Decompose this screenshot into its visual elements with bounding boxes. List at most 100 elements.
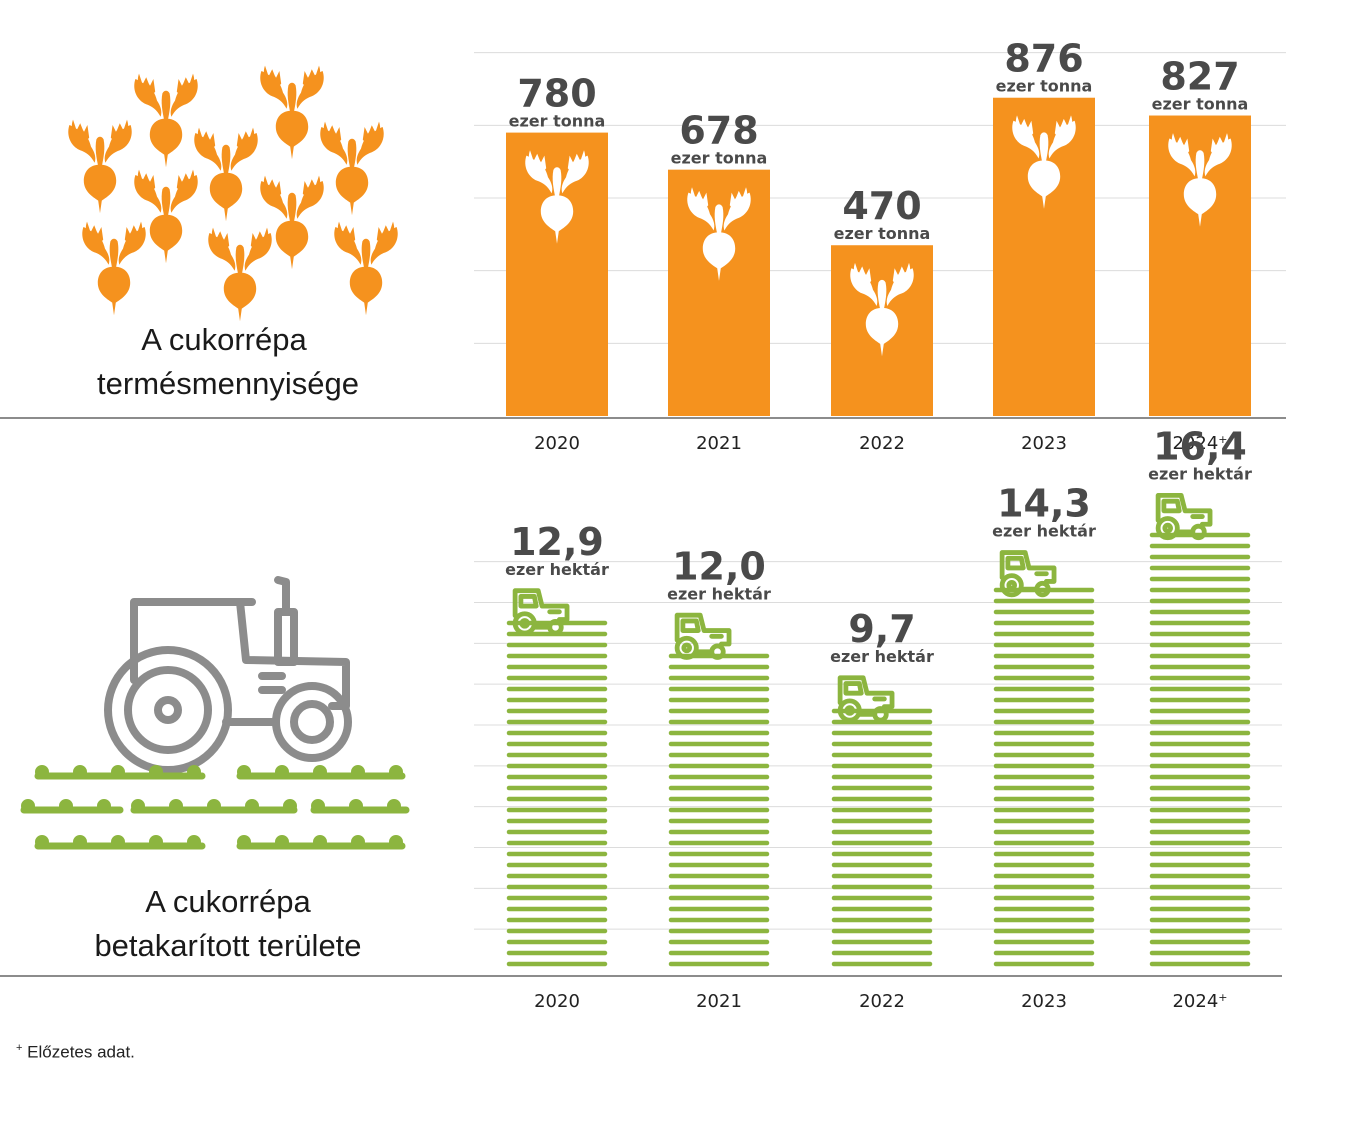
crop-sprout <box>97 799 111 813</box>
beet-icon <box>194 127 258 222</box>
crop-sprout <box>237 835 251 849</box>
crop-sprout <box>313 835 327 849</box>
crop-sprout <box>21 799 35 813</box>
crop-sprout <box>237 765 251 779</box>
value-label: 12,9 <box>510 520 604 564</box>
footnote: + Előzetes adat. <box>16 1042 135 1063</box>
value-unit-label: ezer hektár <box>830 647 934 666</box>
beet-cluster-icon <box>68 65 398 322</box>
x-tick-label: 2020 <box>534 433 580 454</box>
x-tick-label: 2023 <box>1021 433 1067 454</box>
beet-icon <box>334 221 398 316</box>
crop-rows-icon <box>20 765 410 850</box>
crop-sprout <box>131 799 145 813</box>
x-tick-label: 2022 <box>859 433 905 454</box>
x-tick-label: 2022 <box>859 991 905 1012</box>
crop-sprout <box>389 765 403 779</box>
crop-sprout <box>59 799 73 813</box>
beet-icon <box>208 227 272 322</box>
crop-sprout <box>349 799 363 813</box>
crop-sprout <box>311 799 325 813</box>
crop-sprout <box>207 799 221 813</box>
crop-sprout <box>351 835 365 849</box>
crop-sprout <box>187 835 201 849</box>
value-unit-label: ezer tonna <box>509 112 606 131</box>
tractor-icon <box>104 576 352 774</box>
value-unit-label: ezer tonna <box>671 149 768 168</box>
x-tick-suffix: + <box>1218 433 1227 446</box>
crop-sprout <box>387 799 401 813</box>
yield-panel: A cukorrépa termésmennyisége ezer tonna7… <box>0 37 1286 455</box>
value-unit-label: ezer tonna <box>1152 95 1249 114</box>
value-unit-label: ezer tonna <box>996 77 1093 96</box>
value-label: 780 <box>517 72 596 116</box>
value-unit-label: ezer hektár <box>505 560 609 579</box>
beet-icon <box>260 65 324 160</box>
value-label: 827 <box>1160 55 1239 99</box>
value-label: 876 <box>1004 37 1083 81</box>
crop-sprout <box>283 799 297 813</box>
crop-sprout <box>389 835 403 849</box>
value-label: 678 <box>679 109 758 153</box>
area-title-line-2: betakarított területe <box>94 928 361 963</box>
value-unit-label: ezer hektár <box>667 584 771 603</box>
yield-x-axis: 2020 2021 2022 2023 2024+ <box>534 433 1227 455</box>
crop-sprout <box>275 765 289 779</box>
tractor-icon <box>515 591 567 633</box>
crop-sprout <box>35 765 49 779</box>
crop-sprout <box>245 799 259 813</box>
beet-icon <box>134 169 198 264</box>
x-tick-label: 2021 <box>696 991 742 1012</box>
tractor-icon <box>1158 495 1210 537</box>
crop-sprout <box>313 765 327 779</box>
beet-icon <box>68 119 132 214</box>
area-x-axis: 2020 2021 2022 2023 2024+ <box>534 991 1227 1013</box>
tractor-icon <box>677 615 729 657</box>
yield-title-line-1: A cukorrépa <box>141 322 307 357</box>
x-tick-label: 2024+ <box>1172 991 1227 1013</box>
area-title-line-1: A cukorrépa <box>145 884 311 919</box>
crop-sprout <box>149 835 163 849</box>
crop-sprout <box>275 835 289 849</box>
value-label: 12,0 <box>672 544 766 588</box>
value-unit-label: ezer hektár <box>992 522 1096 541</box>
footnote-text: Előzetes adat. <box>27 1042 135 1062</box>
x-tick-label: 2024+ <box>1172 433 1227 455</box>
crop-sprout <box>187 765 201 779</box>
value-label: 9,7 <box>848 607 915 651</box>
tractor-icon <box>1002 553 1054 595</box>
beet-icon <box>82 221 146 316</box>
beet-icon <box>260 175 324 270</box>
crop-sprout <box>73 765 87 779</box>
crop-sprout <box>73 835 87 849</box>
value-label: 470 <box>842 184 921 228</box>
beet-icon <box>134 73 198 168</box>
x-tick-label: 2020 <box>534 991 580 1012</box>
value-unit-label: ezer tonna <box>834 224 931 243</box>
area-panel: A cukorrépa betakarított területe ezer h… <box>0 425 1282 1012</box>
yield-title-line-2: termésmennyisége <box>97 366 359 401</box>
value-label: 14,3 <box>997 482 1091 526</box>
bar <box>506 619 608 970</box>
value-unit-label: ezer hektár <box>1148 465 1252 484</box>
crop-sprout <box>149 765 163 779</box>
x-tick-suffix: + <box>1218 991 1227 1004</box>
crop-sprout <box>35 835 49 849</box>
beet-icon <box>320 121 384 216</box>
crop-sprout <box>111 765 125 779</box>
crop-sprout <box>169 799 183 813</box>
crop-sprout <box>351 765 365 779</box>
